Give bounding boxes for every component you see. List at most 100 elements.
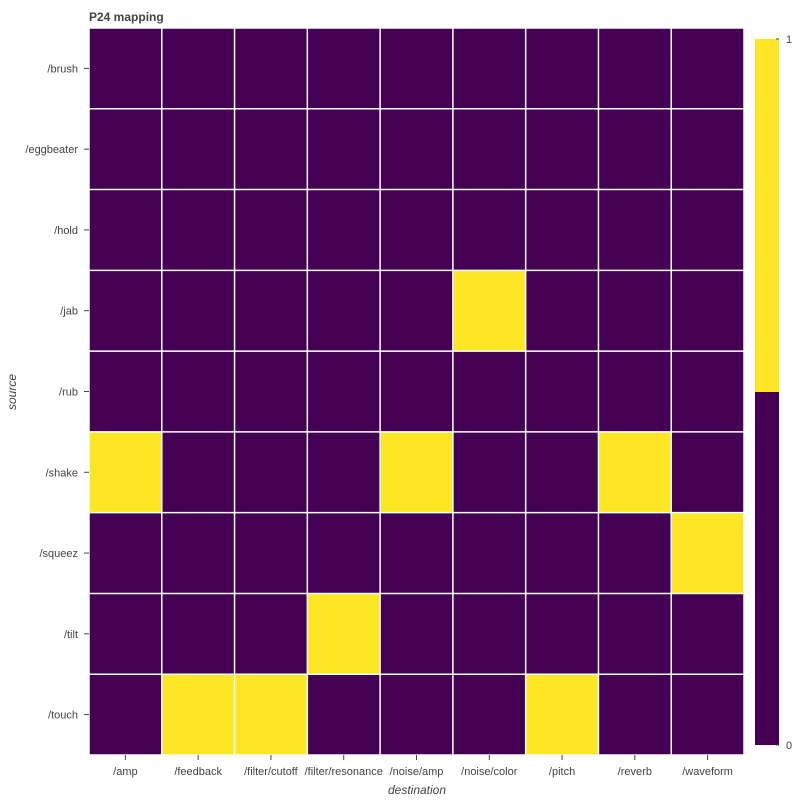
heatmap-cell-0-3	[307, 28, 381, 109]
heatmap-cell-1-4	[380, 108, 453, 190]
heatmap-cell-3-8	[671, 270, 744, 352]
heatmap-cell-5-1	[161, 431, 235, 513]
heatmap-cell-2-4	[380, 189, 453, 271]
x-tick-labels: /amp/feedback/filter/cutoff/filter/reson…	[113, 755, 733, 778]
heatmap-cell-3-4	[380, 270, 453, 352]
y-tick-label: /squeez	[39, 548, 78, 560]
heatmap-cell-3-3	[307, 270, 381, 352]
heatmap-cell-4-1	[161, 351, 235, 432]
colorbar: 10	[755, 34, 792, 752]
heatmap-cell-4-7	[598, 351, 672, 432]
heatmap-cell-8-6	[525, 674, 599, 755]
y-tick-label: /touch	[48, 710, 78, 722]
heatmap-cell-0-8	[671, 28, 744, 109]
heatmap-cell-7-4	[380, 593, 453, 675]
heatmap-cell-3-5	[452, 270, 526, 352]
heatmap-cell-1-6	[525, 108, 599, 190]
heatmap-cell-2-0	[89, 189, 162, 271]
colorbar-tick-label: 0	[786, 740, 792, 752]
heatmap-cell-6-8	[671, 512, 744, 594]
heatmap-cell-8-2	[234, 674, 308, 755]
heatmap-cell-1-0	[89, 108, 162, 190]
y-tick-label: /rub	[59, 387, 78, 399]
y-tick-label: /tilt	[64, 629, 78, 641]
heatmap-cell-6-1	[161, 512, 235, 594]
heatmap-cell-2-2	[234, 189, 308, 271]
heatmap-cell-5-5	[452, 431, 526, 513]
heatmap-cell-5-0	[89, 431, 162, 513]
heatmap-cell-0-1	[161, 28, 235, 109]
heatmap-cell-2-6	[525, 189, 599, 271]
heatmap-cell-6-2	[234, 512, 308, 594]
x-tick-label: /amp	[113, 766, 137, 778]
y-tick-label: /jab	[60, 306, 78, 318]
heatmap-cell-0-4	[380, 28, 453, 109]
x-tick-label: /filter/resonance	[305, 766, 383, 778]
x-tick-label: /feedback	[174, 766, 222, 778]
heatmap-cell-1-8	[671, 108, 744, 190]
heatmap-cell-6-3	[307, 512, 381, 594]
heatmap-cell-6-7	[598, 512, 672, 594]
heatmap-cell-7-3	[307, 593, 381, 675]
colorbar-high-segment	[755, 39, 779, 392]
heatmap-cell-1-3	[307, 108, 381, 190]
heatmap-cell-3-7	[598, 270, 672, 352]
heatmap-cell-4-6	[525, 351, 599, 432]
heatmap-cell-8-8	[671, 674, 744, 755]
y-axis-label: source	[5, 374, 19, 410]
x-tick-label: /noise/color	[461, 766, 518, 778]
heatmap-cell-4-8	[671, 351, 744, 432]
heatmap-cell-3-2	[234, 270, 308, 352]
heatmap-cell-4-2	[234, 351, 308, 432]
heatmap-cell-7-5	[452, 593, 526, 675]
colorbar-tick-label: 1	[786, 34, 792, 46]
heatmap-cell-7-2	[234, 593, 308, 675]
heatmap-cell-3-6	[525, 270, 599, 352]
x-tick-label: /waveform	[682, 766, 733, 778]
heatmap-cell-2-3	[307, 189, 381, 271]
heatmap-cell-7-7	[598, 593, 672, 675]
heatmap-cell-6-4	[380, 512, 453, 594]
heatmap-cell-2-1	[161, 189, 235, 271]
heatmap-cell-6-6	[525, 512, 599, 594]
heatmap-cell-4-0	[89, 351, 162, 432]
x-tick-label: /filter/cutoff	[244, 766, 299, 778]
heatmap-cell-0-7	[598, 28, 672, 109]
heatmap-cell-8-5	[452, 674, 526, 755]
heatmap-cell-6-5	[452, 512, 526, 594]
x-tick-label: /noise/amp	[390, 766, 444, 778]
heatmap-cell-0-0	[89, 28, 162, 109]
heatmap-cell-6-0	[89, 512, 162, 594]
y-tick-label: /eggbeater	[25, 144, 78, 156]
heatmap-cell-8-1	[161, 674, 235, 755]
heatmap-cell-1-5	[452, 108, 526, 190]
heatmap-cell-2-8	[671, 189, 744, 271]
heatmap-cell-7-1	[161, 593, 235, 675]
heatmap-cell-2-7	[598, 189, 672, 271]
heatmap-cell-1-7	[598, 108, 672, 190]
heatmap-cell-4-5	[452, 351, 526, 432]
heatmap-cell-0-6	[525, 28, 599, 109]
heatmap-cell-0-5	[452, 28, 526, 109]
heatmap-cell-0-2	[234, 28, 308, 109]
heatmap-cell-5-6	[525, 431, 599, 513]
x-tick-label: /reverb	[618, 766, 652, 778]
heatmap-cell-8-7	[598, 674, 672, 755]
heatmap-cell-7-8	[671, 593, 744, 675]
y-tick-label: /brush	[47, 63, 78, 75]
heatmap-cell-4-4	[380, 351, 453, 432]
heatmap-cell-5-2	[234, 431, 308, 513]
y-tick-label: /hold	[54, 225, 78, 237]
heatmap-cell-1-1	[161, 108, 235, 190]
heatmap-cell-7-6	[525, 593, 599, 675]
x-axis-label: destination	[388, 783, 446, 797]
heatmap-cell-5-3	[307, 431, 381, 513]
heatmap-grid	[88, 27, 745, 756]
heatmap-cell-5-7	[598, 431, 672, 513]
y-tick-label: /shake	[46, 467, 78, 479]
heatmap-cell-8-0	[89, 674, 162, 755]
heatmap-cell-5-4	[380, 431, 453, 513]
heatmap-cell-7-0	[89, 593, 162, 675]
